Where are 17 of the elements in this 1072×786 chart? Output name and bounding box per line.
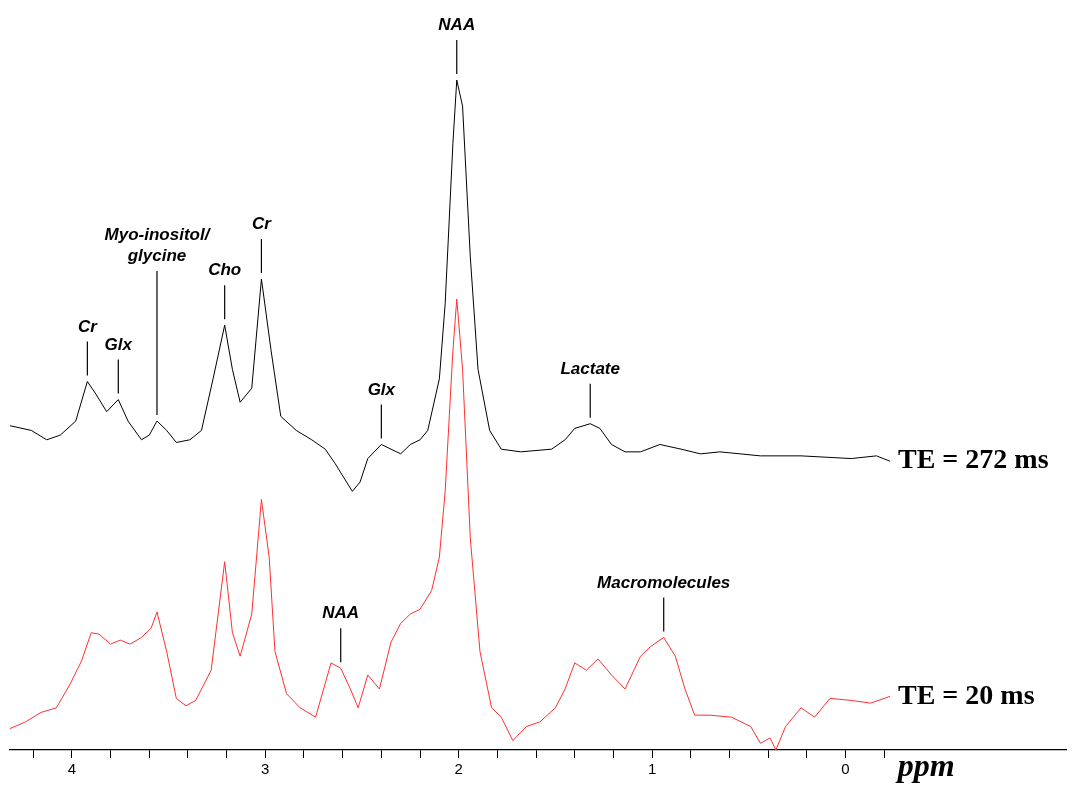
annotation: Glx bbox=[367, 379, 397, 399]
annotation: NAA bbox=[438, 15, 476, 35]
annotation: Cr bbox=[251, 214, 273, 234]
annotation: Macromolecules bbox=[597, 572, 731, 592]
x-tick-label: 3 bbox=[261, 760, 270, 778]
series-label: TE = 272 ms bbox=[898, 443, 1049, 475]
annotation: Glx bbox=[104, 334, 134, 354]
x-tick-label: 4 bbox=[67, 760, 77, 778]
annotation: Cr bbox=[77, 316, 99, 336]
x-tick-label: 0 bbox=[841, 760, 850, 778]
x-tick-label: 2 bbox=[454, 760, 463, 778]
annotation: NAA bbox=[322, 603, 360, 623]
annotation: Cho bbox=[208, 260, 242, 280]
x-tick-label: 1 bbox=[647, 760, 657, 778]
series-label: TE = 20 ms bbox=[898, 678, 1035, 710]
annotation: Lactate bbox=[560, 358, 620, 378]
x-axis-title: ppm bbox=[894, 747, 955, 784]
